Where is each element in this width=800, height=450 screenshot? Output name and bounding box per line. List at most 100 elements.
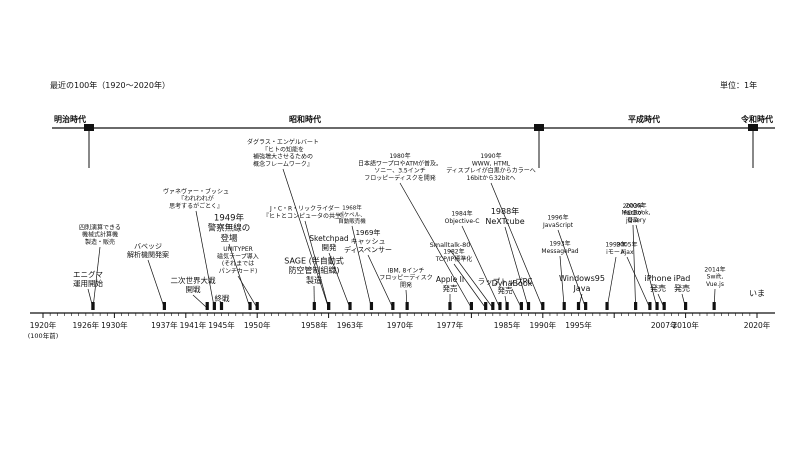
event-label-line: HDDが — [623, 209, 642, 217]
event-label-line: 開発 — [322, 243, 337, 252]
event-label-line: 製造・販売 — [85, 238, 115, 246]
event-label-line: 日本語ワープロやATMが普及。 — [358, 159, 442, 167]
event-label: 1949年警察無線の登場 — [208, 212, 251, 244]
event-leader — [237, 275, 258, 309]
event-label-line: Windows95 — [559, 274, 605, 283]
event-label: エニグマ運用開始 — [73, 269, 103, 288]
event-label-line: 普及 — [627, 216, 639, 224]
event-label: 2006年 MacBook, jQuery — [622, 201, 651, 224]
event-label-line: Sketchpad — [309, 234, 349, 243]
event-label-line: iPad — [674, 274, 691, 283]
year-label: 1958年 — [301, 320, 328, 330]
event-marker — [205, 302, 209, 310]
event-label-line: キャッシュ — [351, 237, 386, 245]
year-label: 2007年 — [651, 320, 678, 330]
event-label-line: 1999年 — [605, 241, 626, 249]
event-leader — [635, 224, 658, 309]
event-leader — [461, 225, 501, 309]
event-label-line: 1949年 — [214, 212, 245, 223]
era-marker — [534, 124, 544, 131]
event-label-line: 二次世界大戦 — [171, 275, 216, 285]
event-marker — [469, 302, 473, 310]
event-marker — [212, 302, 216, 310]
event-label-line: DynaBook — [492, 279, 533, 288]
event-leader — [351, 225, 372, 309]
event-label-line: (それまでは — [222, 261, 254, 268]
event-marker — [505, 302, 509, 310]
event-label: SAGE (半自動式防空管制組織)製造 — [284, 255, 343, 285]
event-marker — [634, 302, 638, 310]
event-label: J・C・R・リックライダー『ヒトとコンピュータの共生』 — [263, 205, 347, 220]
era-label-reiwa: 令和時代 — [740, 114, 773, 124]
year-label: 1941年 — [180, 320, 207, 330]
event-label-line: Swift, — [707, 274, 724, 281]
year-label: 1937年 — [151, 320, 178, 330]
event-label-line: 1980年 — [389, 152, 410, 160]
year-label: 1990年 — [530, 320, 557, 330]
event-label: 1993年 MessagePad — [541, 240, 578, 255]
event-label-line: 発売 — [498, 285, 513, 295]
event-label: 1980年日本語ワープロやATMが普及。ソニー、3.5インチフロッピーディスクを… — [358, 152, 442, 182]
event-leader — [449, 249, 494, 309]
event-leader — [490, 182, 544, 309]
event-label-line: 登場 — [220, 233, 238, 244]
event-label-line: 開発 — [400, 281, 412, 289]
event-leader — [453, 263, 486, 309]
event-label-line: 機械式計算機 — [82, 231, 118, 239]
event-label-line: パンチカード) — [219, 268, 258, 275]
event-leader — [195, 210, 215, 309]
year-ticks: 1920年 1926年 1930年 1937年 1941年 1945年 1950年 1958年… — [28, 313, 771, 340]
event-marker — [348, 302, 352, 310]
event-marker — [712, 302, 716, 310]
event-label: ラップトップPC 発売 — [478, 277, 533, 295]
event-marker — [605, 302, 609, 310]
event-label-line: ダグラス・エンゲルバート — [247, 138, 319, 146]
event-marker — [498, 302, 502, 310]
event-marker — [448, 302, 452, 310]
era-label-heisei: 平成時代 — [628, 114, 660, 124]
event-marker — [541, 302, 545, 310]
event-leader — [559, 255, 565, 309]
year-label: 1950年 — [244, 320, 271, 330]
event-label-line: SAGE (半自動式 — [284, 255, 343, 265]
event-marker — [255, 302, 259, 310]
event-label-line: 『ヒトの知能を — [262, 145, 304, 153]
event-label: Apple II 発売 — [436, 275, 464, 293]
event-label-line: 磁気テープ導入 — [217, 252, 259, 260]
event-label-line: 四則演算できる — [79, 223, 121, 231]
event-label-line: 解析機関発案 — [127, 250, 169, 259]
year-label: 1945年 — [208, 320, 235, 330]
event-label-line: 1993年 — [549, 240, 570, 248]
event-label-line: 補強増大させるための — [253, 153, 313, 161]
event-marker — [684, 302, 688, 310]
event-labels: エニグマ運用開始 四則演算できる機械式計算機製造・販売 バベッジ解析機関発案 ヴァネヴ… — [73, 138, 726, 303]
event-label-line: ラップトップPC — [478, 277, 533, 286]
event-label-line: 16bitから32bitへ — [467, 175, 516, 182]
era-marker — [748, 124, 758, 131]
event-label-line: iPhone — [644, 274, 671, 283]
event-marker — [369, 302, 374, 310]
era-label-meiji: 明治時代 — [54, 114, 86, 124]
event-label-line: WWW, HTML — [472, 160, 511, 167]
event-leader — [228, 243, 251, 309]
era-label-showa: 昭和時代 — [289, 114, 321, 124]
now-label: いま — [749, 289, 765, 298]
event-label-line: 『われわれが — [178, 195, 213, 203]
event-label-line: JavaScript — [542, 222, 574, 229]
event-label: 1988年 NeXTcube — [485, 206, 524, 226]
year-label: 2010年 — [672, 320, 699, 330]
event-label-line: 2006年 — [625, 201, 646, 209]
event-marker — [648, 302, 652, 310]
event-label: IBM, 8インチフロッピーディスク開発 — [379, 267, 433, 289]
timeline-title: 最近の100年（1920〜2020年） — [50, 81, 170, 90]
event-label-line: 1968年 — [342, 204, 362, 212]
event-marker — [248, 302, 252, 310]
event-label-line: 発売 — [650, 283, 666, 293]
year-note: (100年前) — [28, 331, 58, 340]
event-marker — [162, 302, 166, 310]
event-label-line: 発売 — [443, 283, 458, 293]
event-label-line: ディスプレイが白黒からカラーへ — [446, 167, 536, 175]
event-label-line: iモード — [606, 249, 626, 256]
event-label-line: 終戦 — [215, 293, 230, 303]
